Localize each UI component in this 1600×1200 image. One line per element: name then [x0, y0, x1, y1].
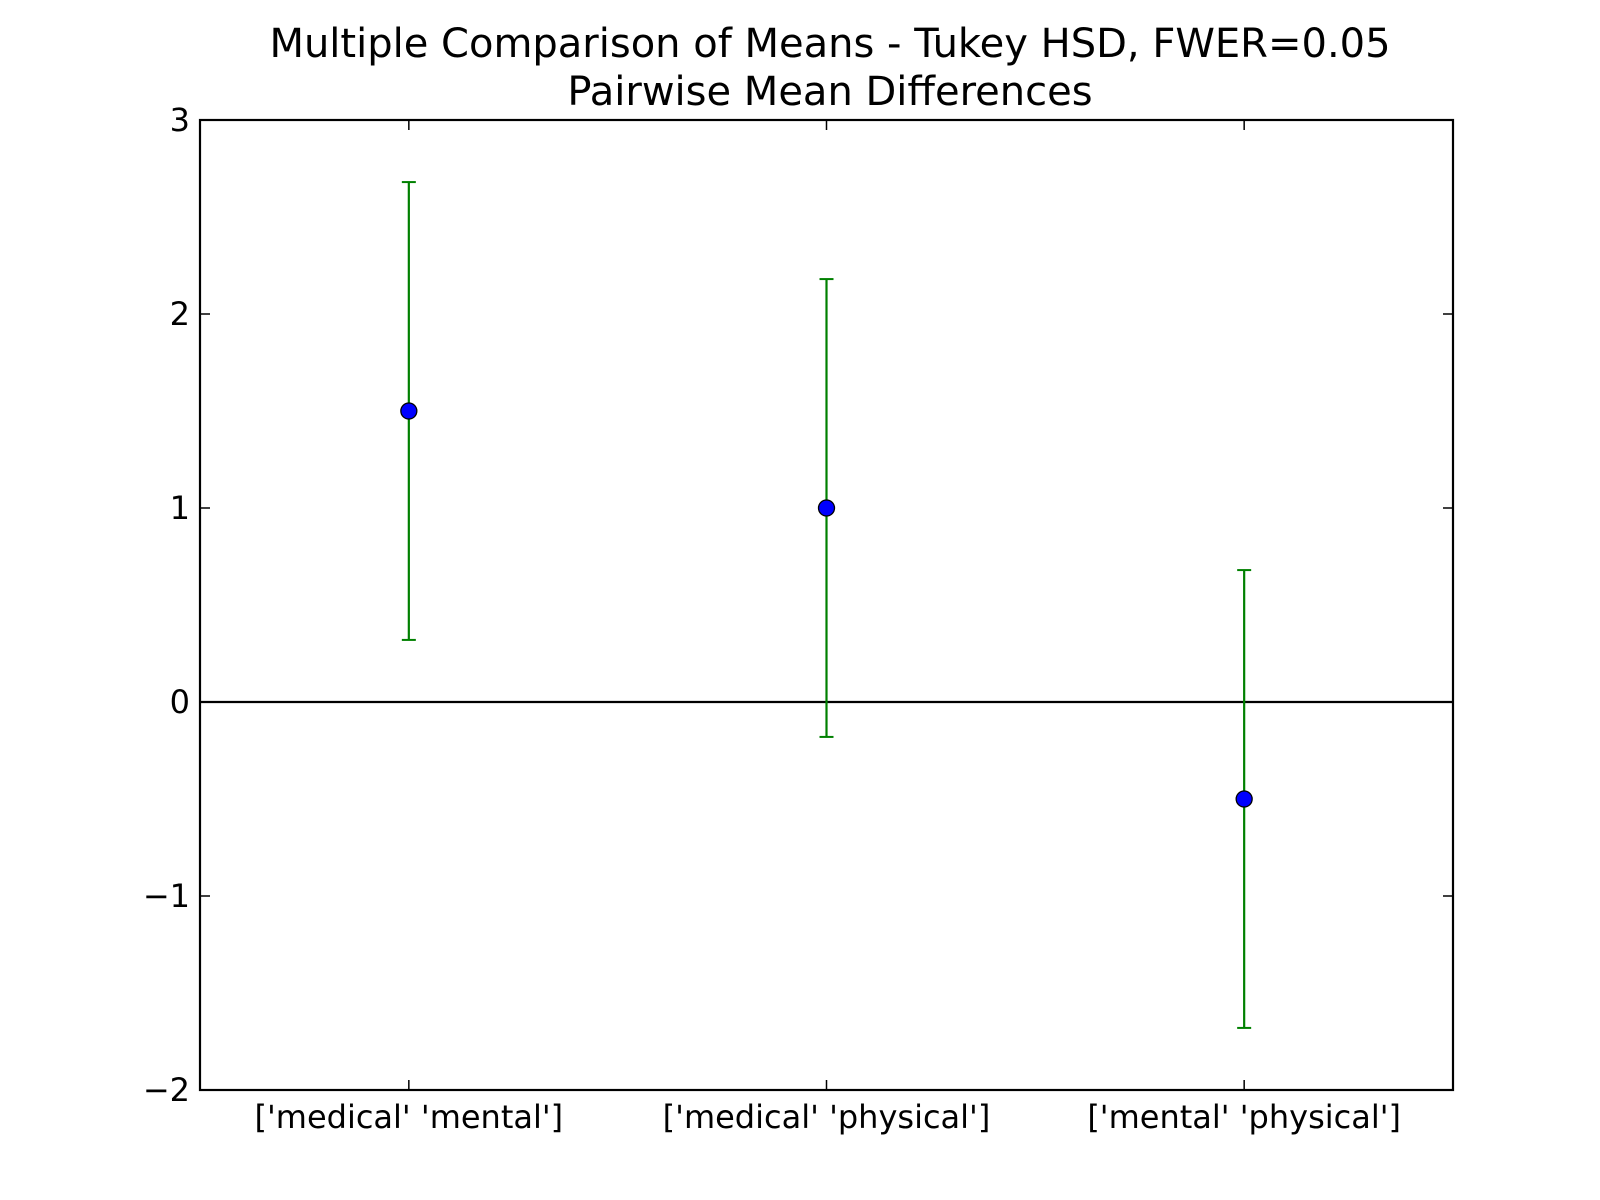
y-tick-label: −1: [143, 877, 190, 915]
chart-subtitle: Pairwise Mean Differences: [567, 69, 1092, 115]
chart-title: Multiple Comparison of Means - Tukey HSD…: [269, 21, 1390, 67]
x-tick-label: ['medical' 'physical']: [663, 1098, 991, 1136]
mean-difference-point: [400, 402, 418, 420]
chart-marks: −2 −1 0 1 2 3 ['medical' 'mental'] ['medical' '…: [143, 101, 1453, 1136]
y-tick-label: −2: [143, 1071, 190, 1109]
y-tick-label: 1: [170, 489, 190, 527]
x-tick-label: ['medical' 'mental']: [254, 1098, 563, 1136]
y-tick-label: 2: [170, 295, 190, 333]
y-tick-label: 3: [170, 101, 190, 139]
mean-difference-point: [817, 499, 836, 517]
x-tick-label: ['mental' 'physical']: [1087, 1098, 1401, 1136]
mean-difference-point: [1235, 790, 1253, 808]
y-tick-label: 0: [170, 683, 190, 721]
